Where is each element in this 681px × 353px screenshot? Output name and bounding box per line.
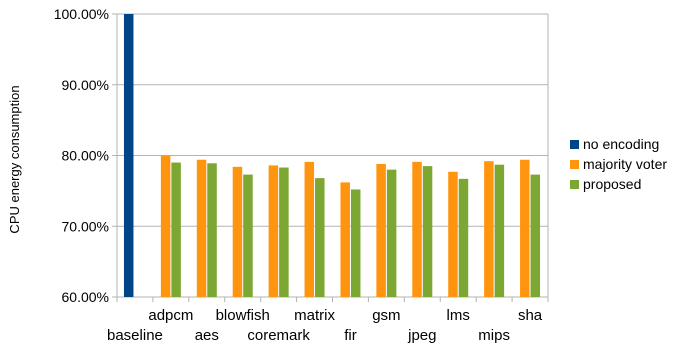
bar-majority-voter-adpcm [160, 155, 171, 297]
y-tick-label: 70.00% [62, 218, 109, 234]
x-tick-label: mips [478, 327, 510, 344]
legend-swatch-no-encoding [570, 140, 579, 149]
y-tick-label: 80.00% [62, 148, 109, 164]
bar-proposed-gsm [386, 169, 397, 297]
bar-proposed-coremark [279, 167, 289, 297]
x-tick-label: adpcm [148, 307, 193, 324]
bar-no-encoding-baseline [123, 14, 134, 297]
bar-majority-voter-jpeg [412, 161, 422, 297]
y-axis-label: CPU energy consumption [7, 85, 22, 233]
bar-proposed-fir [350, 189, 361, 297]
x-tick-label: sha [518, 307, 543, 324]
bar-majority-voter-coremark [268, 165, 279, 297]
legend-label: proposed [583, 176, 641, 192]
legend-label: no encoding [583, 136, 659, 152]
bar-majority-voter-gsm [376, 163, 386, 297]
bar-majority-voter-aes [196, 159, 207, 297]
bar-proposed-matrix [315, 178, 325, 297]
bar-proposed-blowfish [243, 174, 253, 297]
legend-swatch-majority-voter [570, 160, 579, 169]
x-tick-label: gsm [372, 307, 400, 324]
bar-majority-voter-blowfish [232, 166, 243, 297]
bar-majority-voter-sha [520, 159, 530, 297]
bar-proposed-jpeg [422, 166, 433, 297]
y-tick-label: 60.00% [62, 289, 109, 305]
bar-proposed-mips [494, 164, 505, 297]
x-tick-label: baseline [107, 327, 163, 344]
x-tick-label: aes [195, 327, 219, 344]
y-tick-label: 90.00% [62, 77, 109, 93]
bar-majority-voter-lms [448, 171, 458, 297]
bar-majority-voter-fir [340, 182, 350, 297]
bar-proposed-aes [207, 163, 217, 297]
legend-swatch-proposed [570, 180, 579, 189]
legend-label: majority voter [583, 156, 667, 172]
bar-majority-voter-mips [484, 161, 494, 297]
bar-majority-voter-matrix [304, 161, 315, 297]
x-tick-label: matrix [294, 307, 335, 324]
x-tick-label: lms [447, 307, 470, 324]
x-tick-label: blowfish [216, 307, 270, 324]
x-tick-label: jpeg [407, 327, 436, 344]
bar-proposed-lms [458, 178, 469, 297]
x-tick-label: coremark [247, 327, 310, 344]
y-tick-label: 100.00% [54, 6, 109, 22]
x-tick-label: fir [344, 327, 357, 344]
bar-proposed-sha [530, 174, 541, 297]
bar-proposed-adpcm [171, 162, 181, 297]
